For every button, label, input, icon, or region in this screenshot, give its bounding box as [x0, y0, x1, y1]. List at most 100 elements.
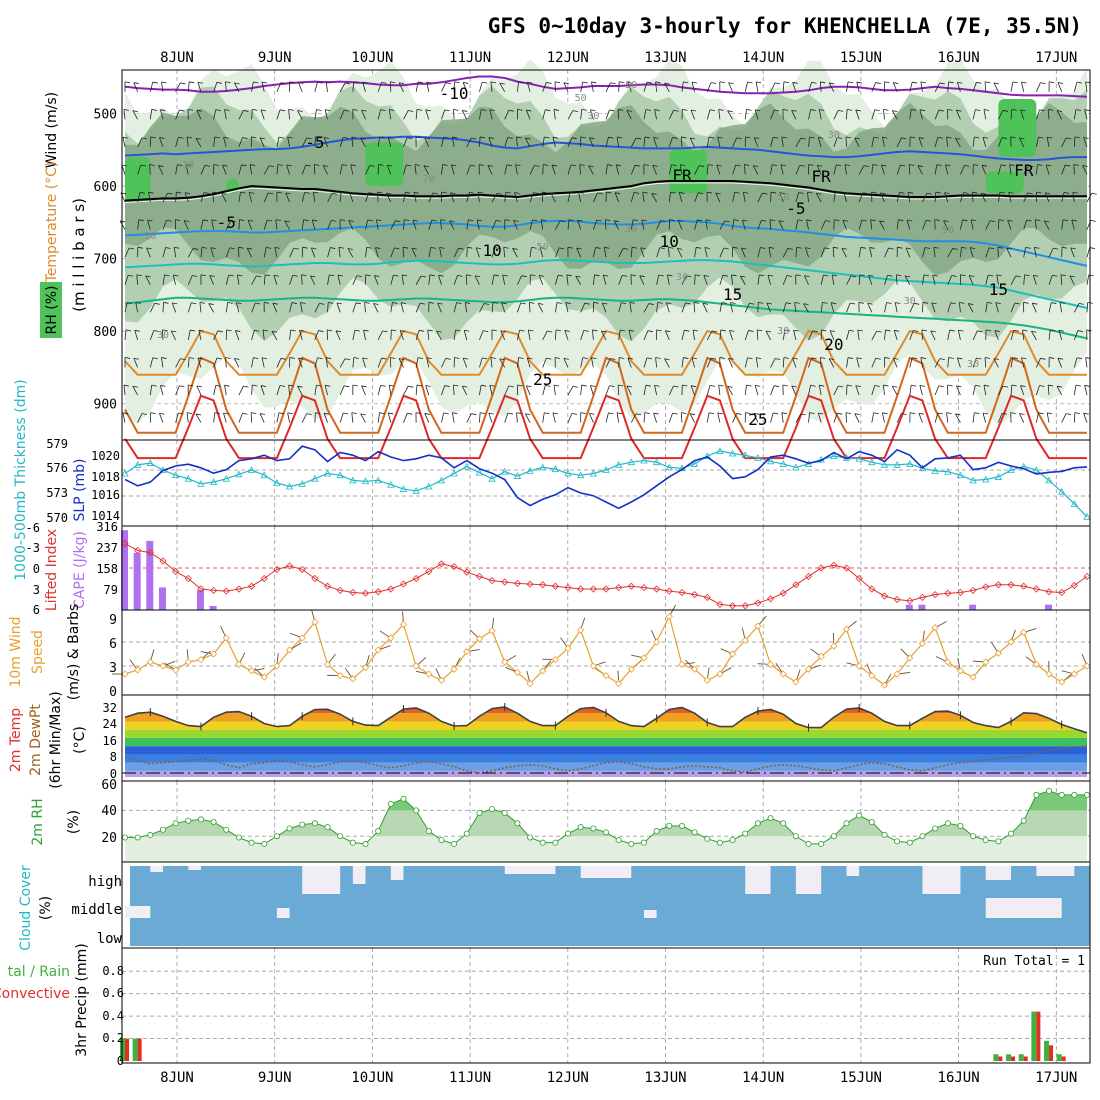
lifted-index-point: [703, 593, 711, 601]
wind-barb: [300, 302, 303, 313]
wind-barb: [921, 329, 923, 340]
wind-barb: [668, 164, 672, 175]
wind-barb: [234, 330, 240, 341]
precip-total-bar: [1044, 1040, 1050, 1061]
wind-barb: [453, 329, 456, 340]
wind-barb: [466, 219, 469, 230]
precip-label-total: tal / Rain: [8, 964, 70, 980]
wind-barb: [325, 357, 328, 368]
wind-barb: [618, 357, 620, 368]
wind-barb: [642, 192, 645, 203]
wind-barb: [298, 358, 303, 368]
wind-barb: [995, 302, 999, 313]
rh-point: [527, 834, 534, 841]
wind-barb: [1020, 109, 1025, 120]
wind-barb: [504, 137, 509, 148]
wind-barb: [441, 358, 447, 368]
wind-barb-flag: [178, 412, 184, 415]
wind-barb: [744, 303, 750, 313]
wind-barb-flag: [1058, 329, 1065, 332]
wind-barb-flag: [918, 137, 924, 139]
upper-air-panel: -10-10-5-5FRFRFR-5-510101515202525305030…: [119, 58, 1097, 460]
wind-barb-flag: [342, 164, 348, 167]
wind-barb-flag: [1038, 136, 1044, 139]
wind-barb: [289, 302, 293, 313]
wind-barb: [197, 82, 202, 92]
wind-barb-flag: [984, 81, 991, 84]
wind-barb-flag: [132, 385, 138, 388]
wind-barb-flag: [631, 246, 638, 249]
wind-barb-flag: [215, 109, 221, 111]
wind-speed-point: [437, 676, 446, 684]
wind-barb: [982, 137, 987, 148]
wind-barb: [741, 219, 746, 230]
cape-tick: 79: [104, 583, 118, 597]
wind-barb: [678, 192, 683, 203]
wind-barb-flag: [762, 192, 768, 195]
wind-barb-flag: [811, 357, 817, 360]
wind-barb: [364, 302, 366, 313]
temp-tick: 0: [110, 767, 117, 781]
wind-barb-flag: [186, 412, 193, 415]
wind-barb-flag: [225, 81, 231, 84]
wind-barb: [719, 329, 722, 340]
wind-barb-flag: [933, 246, 939, 249]
lifted-index-point: [475, 572, 483, 580]
wind-barb: [909, 109, 912, 120]
precip-total-bar: [993, 1054, 999, 1061]
wind-barb-flag: [1019, 137, 1025, 140]
wind-barb-flag: [1057, 357, 1064, 360]
wind-barb-flag: [260, 109, 267, 112]
wind-barb: [779, 192, 784, 203]
wind-barb: [984, 357, 987, 368]
wind-barb: [653, 137, 658, 148]
wind-barb: [428, 274, 431, 285]
wind-barb: [728, 82, 733, 92]
wind-barb: [618, 329, 621, 340]
wind-barb: [716, 164, 721, 175]
wind-speed-point: [184, 658, 192, 666]
wind-barb: [175, 385, 180, 396]
wind-barb: [909, 303, 915, 313]
wind-barb: [1035, 385, 1040, 396]
rh-point: [767, 815, 774, 822]
wind-barb: [162, 274, 165, 285]
wind-barb-flag: [1040, 357, 1046, 360]
wind-barb: [795, 219, 799, 230]
wind-barb: [740, 247, 746, 258]
day-label-top: 12JUN: [547, 50, 589, 66]
wind-barb: [222, 165, 227, 175]
cloud-high: [188, 866, 201, 870]
wind-barb: [577, 219, 582, 230]
wind-barb-flag: [860, 246, 866, 249]
wind-barb-flag: [417, 81, 424, 84]
wind-barb: [1008, 192, 1012, 203]
wind-speed-point: [488, 627, 496, 635]
wind-barb: [754, 109, 759, 120]
wind-barb: [770, 358, 776, 368]
precip-total-bar: [1031, 1011, 1037, 1061]
cloud-level-label: high: [88, 874, 122, 890]
wind-barb-flag: [681, 412, 687, 415]
wind-barb: [260, 385, 265, 396]
wind-barb-flag: [413, 191, 419, 194]
wind-barb-flag: [331, 219, 337, 222]
wind-speed-point: [374, 646, 382, 654]
wind-barb: [175, 109, 180, 120]
wind-barb-flag: [654, 384, 660, 387]
wind-barb: [618, 81, 620, 92]
wind-speed-point: [539, 667, 547, 675]
rh-point: [311, 820, 318, 827]
wind-speed-point: [172, 666, 180, 674]
wind-barb: [441, 109, 446, 120]
wind-barb-flag: [707, 164, 714, 166]
wind-speed-point: [855, 662, 863, 670]
wind-barb-flag: [289, 81, 295, 84]
wind-barb: [187, 275, 193, 285]
wind-speed-point: [248, 667, 256, 675]
wind-barb-flag: [970, 247, 976, 250]
wind-barb-flag: [1009, 164, 1015, 166]
wind-barb: [808, 412, 810, 423]
wind-barb-flag: [656, 329, 662, 332]
rh-saturated-patch: [669, 149, 708, 194]
